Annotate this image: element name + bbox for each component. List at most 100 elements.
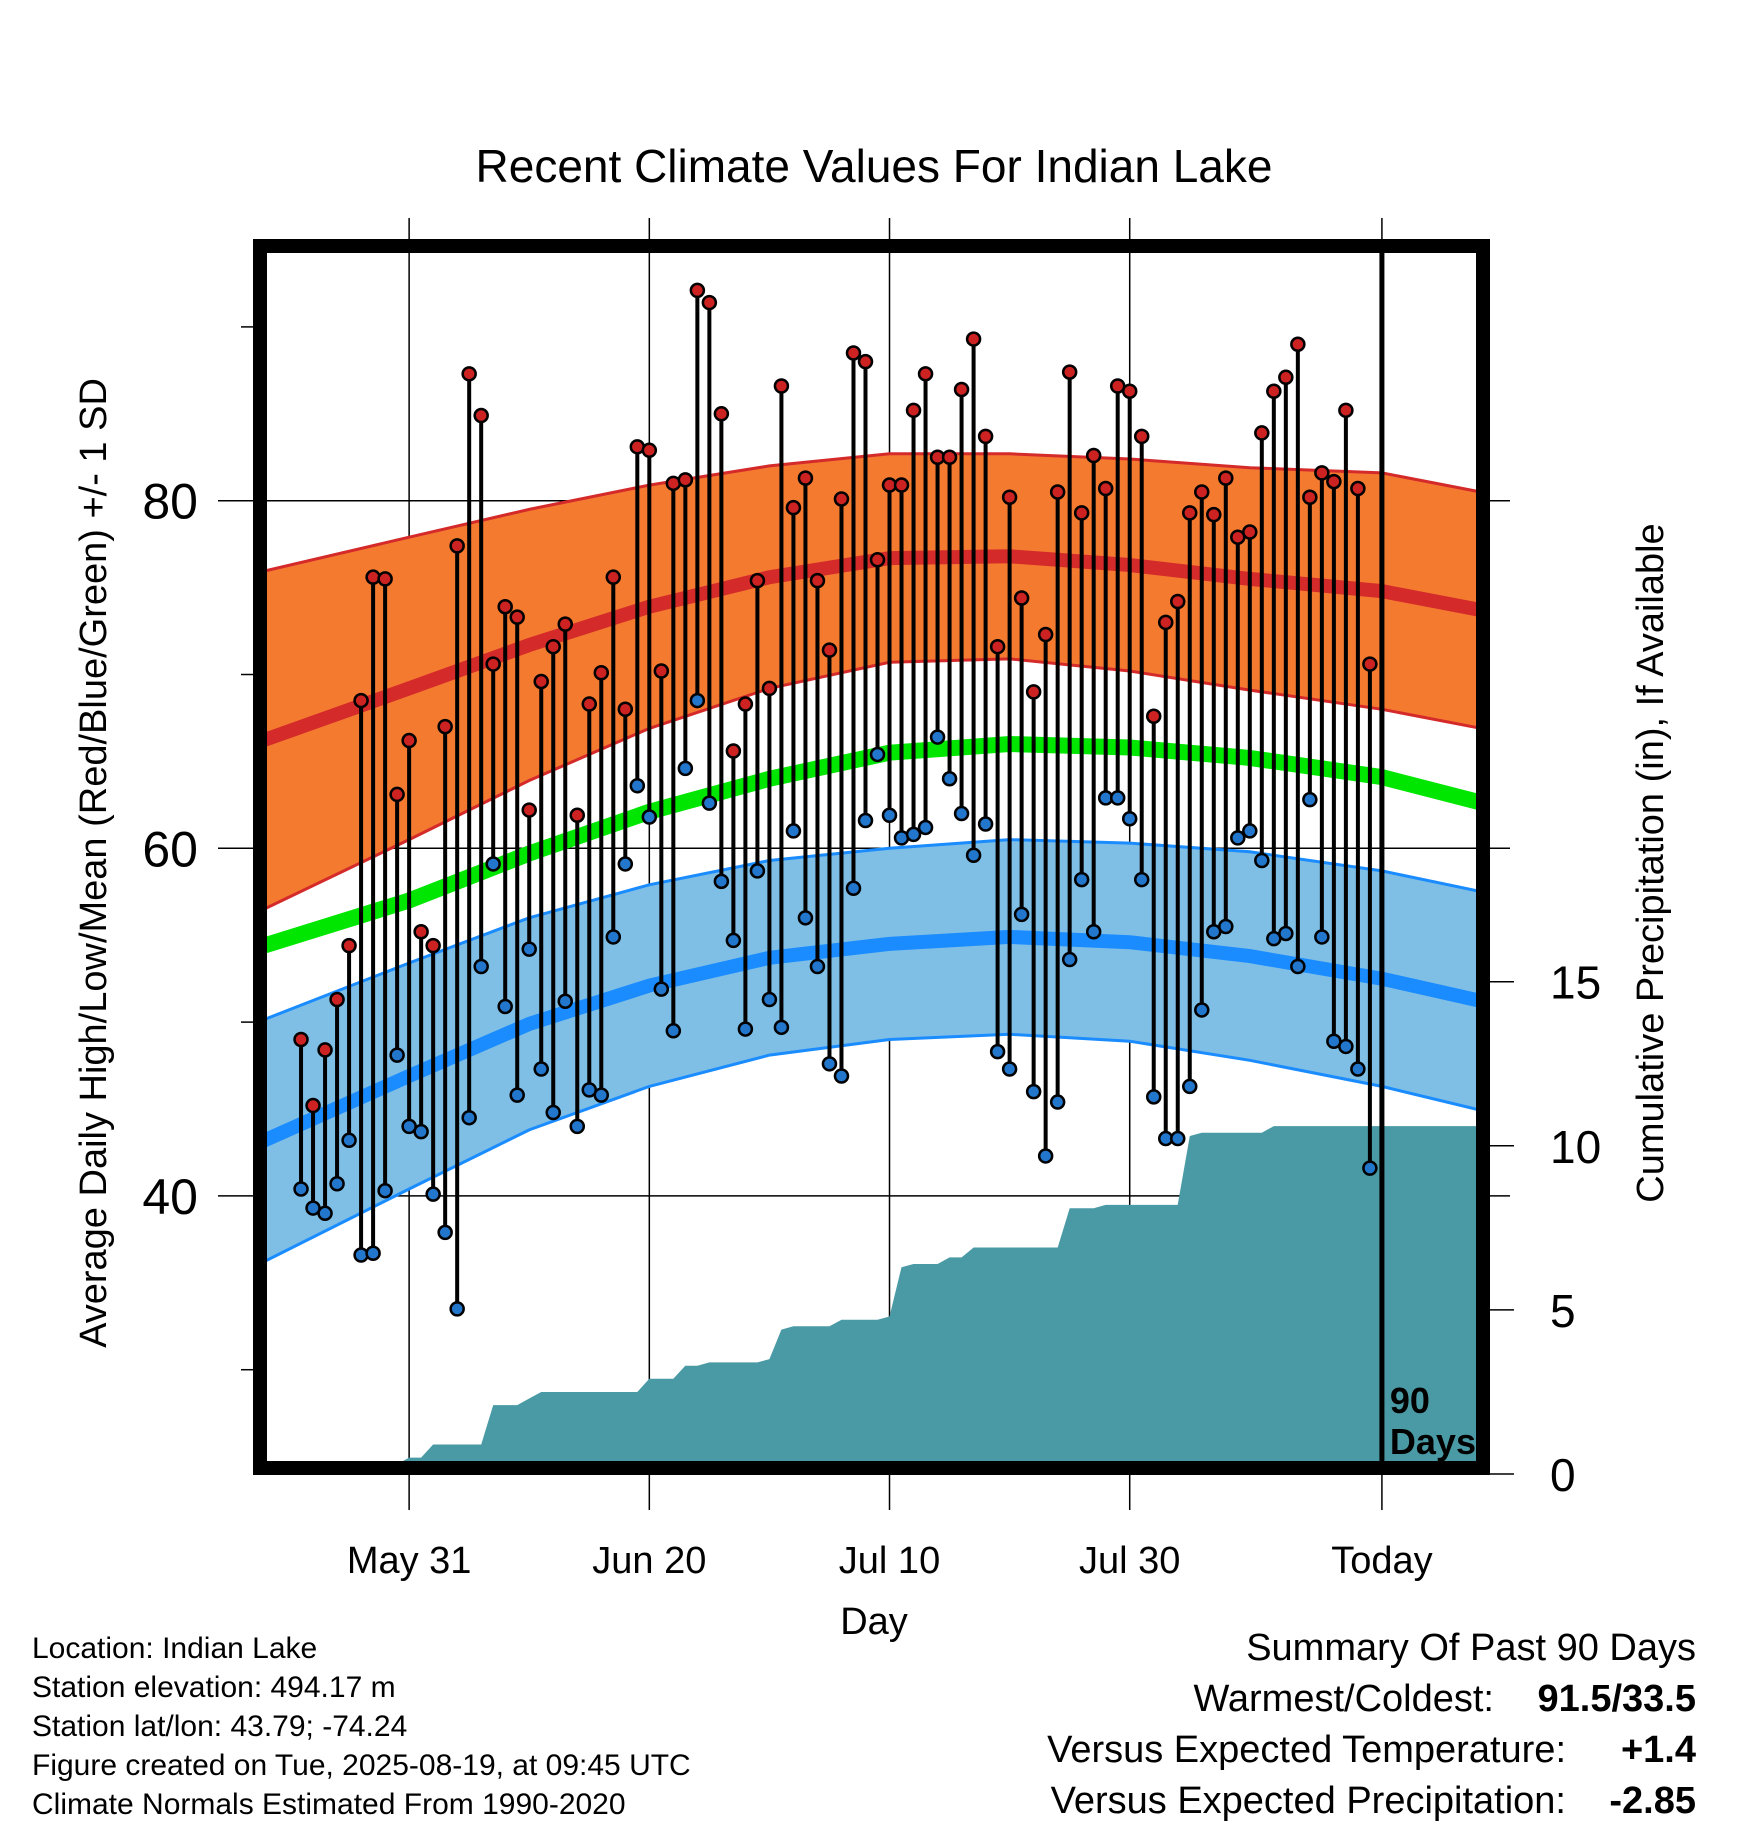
daily-high-point	[569, 807, 586, 824]
daily-low-point	[341, 1132, 357, 1149]
daily-high-point	[1266, 383, 1282, 399]
daily-low-point	[833, 1068, 850, 1084]
daily-high-point	[845, 345, 862, 361]
daily-high-point	[749, 572, 766, 589]
daily-high-point	[701, 294, 718, 311]
daily-high-point	[977, 428, 994, 445]
daily-low-point	[881, 807, 898, 824]
daily-low-point	[545, 1104, 561, 1121]
daily-low-point	[1133, 871, 1150, 888]
summary-title: Summary Of Past 90 Days	[1246, 1627, 1696, 1669]
daily-high-point	[1314, 465, 1330, 481]
daily-high-point	[1338, 402, 1354, 419]
daily-low-point	[1025, 1083, 1042, 1100]
daily-low-point	[509, 1087, 525, 1103]
daily-low-point	[413, 1123, 429, 1140]
daily-high-point	[1362, 656, 1378, 672]
daily-high-point	[737, 696, 754, 712]
daily-high-point	[545, 638, 561, 655]
daily-high-point	[1061, 364, 1078, 380]
daily-low-point	[605, 929, 622, 945]
daily-high-point	[1169, 593, 1186, 610]
daily-low-point	[857, 812, 874, 829]
high-band-upper-edge	[260, 452, 1483, 574]
daily-high-point	[893, 477, 910, 493]
daily-low-point	[473, 958, 489, 975]
daily-low-point	[485, 856, 501, 872]
daily-low-point	[365, 1245, 381, 1262]
daily-high-point	[1085, 447, 1102, 464]
daily-high-point	[869, 552, 886, 568]
daily-high-point	[1206, 506, 1222, 523]
daily-low-point	[1037, 1148, 1054, 1164]
vs-temp-label: Versus Expected Temperature:	[1047, 1729, 1566, 1771]
warmest-coldest-label: Warmest/Coldest:	[1193, 1678, 1494, 1720]
daily-high-point	[425, 937, 441, 954]
daily-high-point	[761, 680, 778, 697]
daily-low-point	[1254, 852, 1270, 869]
daily-low-point	[977, 816, 994, 832]
daily-low-point	[461, 1109, 477, 1126]
daily-low-point	[785, 823, 802, 839]
daily-low-point	[905, 826, 922, 843]
daily-low-point	[425, 1186, 441, 1202]
daily-low-point	[869, 746, 886, 763]
daily-low-point	[293, 1181, 309, 1197]
y-left-tick-label: 40	[142, 1169, 198, 1225]
y-left-tick-label: 80	[142, 474, 198, 530]
daily-low-point	[653, 981, 670, 997]
footer-latlon: Station lat/lon: 43.79; -74.24	[32, 1710, 407, 1743]
daily-low-point	[725, 932, 742, 949]
daily-low-point	[677, 760, 694, 777]
daily-high-point	[1037, 626, 1054, 643]
daily-high-point	[605, 569, 622, 585]
daily-high-point	[437, 718, 453, 735]
daily-high-point	[725, 743, 742, 759]
daily-high-point	[413, 923, 429, 940]
daily-high-point	[905, 402, 922, 419]
daily-low-point	[497, 998, 513, 1015]
daily-low-point	[773, 1019, 790, 1036]
daily-high-point	[1218, 470, 1234, 486]
daily-low-point	[1278, 925, 1294, 942]
daily-high-point	[1133, 428, 1150, 445]
daily-low-point	[749, 863, 766, 879]
daily-high-point	[1290, 336, 1306, 353]
daily-low-point	[761, 991, 778, 1008]
daily-high-point	[293, 1031, 309, 1048]
daily-low-point	[1194, 1002, 1210, 1018]
daily-high-point	[1242, 524, 1258, 540]
y-right-tick-label: 0	[1550, 1449, 1576, 1501]
daily-high-point	[1049, 484, 1066, 500]
daily-high-point	[461, 366, 477, 382]
daily-low-point	[449, 1301, 465, 1317]
summary-box: Summary Of Past 90 Days Warmest/Coldest:…	[1047, 1627, 1696, 1822]
daily-high-point	[1182, 505, 1198, 521]
daily-high-point	[581, 696, 598, 712]
daily-high-point	[305, 1097, 321, 1114]
today-label-90: 90	[1390, 1380, 1430, 1421]
daily-high-point	[317, 1042, 333, 1058]
daily-high-point	[833, 491, 850, 507]
x-tick-label: Jul 30	[1079, 1540, 1180, 1582]
x-tick-label: Today	[1331, 1540, 1432, 1582]
daily-low-point	[665, 1023, 682, 1039]
daily-low-point	[329, 1175, 345, 1192]
plot-border	[253, 239, 1490, 1475]
daily-low-point	[1338, 1038, 1354, 1055]
daily-high-point	[377, 571, 393, 587]
footer-created: Figure created on Tue, 2025-08-19, at 09…	[32, 1749, 691, 1782]
daily-high-point	[497, 598, 513, 615]
daily-high-point	[401, 732, 417, 749]
daily-high-point	[989, 638, 1006, 655]
daily-high-point	[1013, 590, 1030, 606]
vs-precip-value: -2.85	[1609, 1780, 1696, 1822]
daily-low-point	[953, 805, 970, 822]
daily-high-point	[1145, 708, 1162, 724]
daily-high-point	[917, 366, 934, 382]
x-axis-label: Day	[840, 1601, 908, 1643]
daily-low-point	[1145, 1089, 1162, 1105]
daily-high-point	[485, 656, 501, 672]
